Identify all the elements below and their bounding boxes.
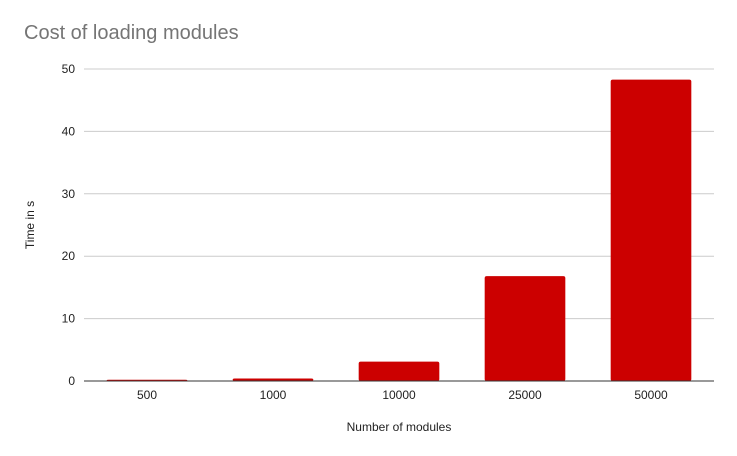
y-axis-ticks: 0 10 20 30 40 50 xyxy=(62,62,76,388)
x-tick-label: 10000 xyxy=(382,388,416,402)
y-tick-label: 40 xyxy=(62,124,76,138)
bar-50000 xyxy=(610,79,692,381)
y-tick-label: 30 xyxy=(62,187,76,201)
y-tick-label: 0 xyxy=(68,374,75,388)
x-tick-label: 1000 xyxy=(260,388,287,402)
bar-1000 xyxy=(232,378,314,381)
y-tick-label: 50 xyxy=(62,62,76,76)
x-tick-label: 500 xyxy=(137,388,157,402)
x-axis-label: Number of modules xyxy=(347,420,452,434)
bars xyxy=(106,79,692,381)
bar-25000 xyxy=(484,276,566,381)
x-axis-ticks: 500 1000 10000 25000 50000 xyxy=(137,388,668,402)
y-tick-label: 10 xyxy=(62,312,76,326)
gridlines xyxy=(84,68,714,320)
y-tick-label: 20 xyxy=(62,249,76,263)
y-axis-label: Time in s xyxy=(23,201,37,249)
bar-10000 xyxy=(358,361,440,381)
x-tick-label: 50000 xyxy=(634,388,668,402)
chart-title: Cost of loading modules xyxy=(24,22,239,44)
x-tick-label: 25000 xyxy=(508,388,542,402)
